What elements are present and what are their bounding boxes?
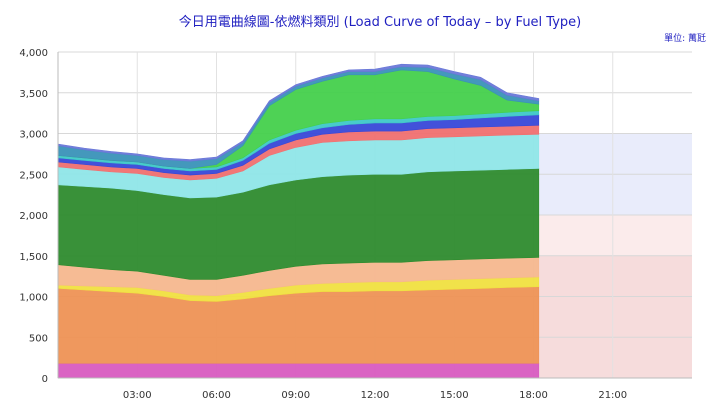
x-tick-label: 03:00 xyxy=(123,390,152,401)
fuel-area-11 xyxy=(57,63,540,162)
x-tick-label: 12:00 xyxy=(361,390,390,401)
x-tick-label: 18:00 xyxy=(519,390,548,401)
reserve-band-0 xyxy=(538,255,692,378)
fuel-area-0 xyxy=(57,363,540,379)
y-tick-label: 4,000 xyxy=(19,48,48,59)
stacked-areas xyxy=(57,63,540,379)
y-tick-label: 0 xyxy=(42,374,48,385)
fuel-area-1 xyxy=(57,286,540,364)
x-tick-label: 21:00 xyxy=(598,390,627,401)
x-tick-label: 06:00 xyxy=(202,390,231,401)
axes: 0 500 1,000 1,500 2,000 2,500 3,000 3,500 4,000 0… xyxy=(19,48,692,401)
y-tick-label: 2,000 xyxy=(19,211,48,222)
x-tick-label: 09:00 xyxy=(281,390,310,401)
x-tick-label: 15:00 xyxy=(440,390,469,401)
y-tick-label: 500 xyxy=(29,333,48,344)
y-tick-label: 1,500 xyxy=(19,252,48,263)
reserve-band-1 xyxy=(538,215,692,256)
y-tick-label: 3,500 xyxy=(19,89,48,100)
chart-title: 今日用電曲線圖-依燃料類別 (Load Curve of Today – by … xyxy=(179,14,581,30)
y-tick-label: 1,000 xyxy=(19,293,48,304)
unit-label: 單位: 萬瓩 xyxy=(664,32,706,44)
y-tick-label: 3,000 xyxy=(19,130,48,141)
y-tick-label: 2,500 xyxy=(19,170,48,181)
